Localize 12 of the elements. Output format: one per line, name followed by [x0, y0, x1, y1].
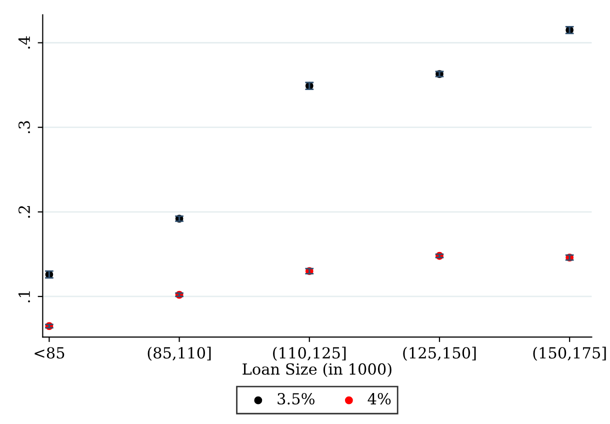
x-tick-label: (125,150] [403, 346, 476, 361]
y-tick-label: .1 [18, 291, 30, 302]
y-tick-label: .4 [18, 36, 30, 49]
legend-label: 3.5% [278, 392, 314, 405]
y-tick-label: .3 [18, 121, 30, 134]
x-axis-title: Loan Size (in 1000) [242, 362, 392, 377]
legend-label: 4% [368, 392, 391, 405]
x-tick-label: (150,175] [533, 346, 606, 361]
y-tick-label: .2 [18, 206, 30, 218]
x-tick-label: (85,110] [148, 346, 211, 361]
x-tick-label: (110,125] [273, 346, 346, 361]
x-tick-label: <85 [34, 347, 64, 359]
